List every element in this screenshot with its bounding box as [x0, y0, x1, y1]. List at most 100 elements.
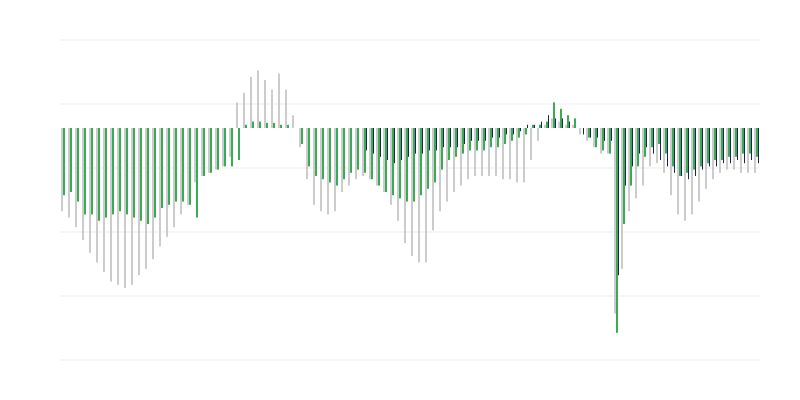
bar	[96, 128, 98, 263]
bar	[485, 128, 486, 141]
bar	[292, 115, 294, 128]
bar	[287, 124, 289, 128]
bar	[712, 128, 714, 180]
bar	[698, 128, 700, 202]
bar	[285, 89, 287, 128]
bar	[406, 128, 408, 202]
bar	[217, 128, 219, 170]
bar	[436, 128, 437, 151]
bar	[222, 128, 224, 167]
bar	[329, 128, 331, 183]
bar	[320, 128, 322, 212]
bar	[462, 128, 464, 154]
bar	[618, 128, 619, 276]
bar	[502, 128, 504, 180]
bar	[492, 128, 493, 138]
bar	[716, 128, 717, 167]
bar	[653, 128, 654, 154]
bar	[464, 128, 465, 144]
bar	[422, 128, 423, 154]
bar	[481, 128, 483, 176]
bar	[208, 128, 210, 173]
bar	[117, 128, 119, 285]
bar	[742, 128, 744, 154]
bar	[315, 128, 317, 176]
bar	[201, 128, 203, 176]
bar	[758, 128, 759, 164]
bar	[401, 128, 402, 160]
bar	[679, 128, 681, 176]
bar	[210, 128, 212, 173]
bar	[649, 128, 651, 167]
bar	[735, 128, 737, 157]
bar	[89, 128, 91, 253]
bar	[539, 124, 541, 128]
bar	[336, 128, 338, 186]
bar	[196, 128, 198, 218]
bar	[70, 128, 72, 192]
bar	[744, 128, 745, 164]
bar	[238, 128, 240, 160]
bar	[525, 128, 527, 135]
bar	[266, 122, 268, 128]
bar	[532, 124, 534, 128]
bar	[61, 128, 63, 212]
bar	[250, 76, 252, 128]
bar	[408, 128, 409, 157]
bar	[231, 128, 233, 167]
bar	[448, 128, 450, 160]
bar	[362, 128, 364, 176]
bar	[145, 128, 147, 269]
bar	[350, 128, 352, 173]
bar	[75, 128, 77, 228]
bar	[681, 128, 682, 176]
bar	[77, 128, 79, 202]
bar	[380, 128, 381, 157]
bar	[313, 128, 315, 205]
bar	[306, 128, 308, 180]
bar	[579, 128, 581, 135]
bar	[721, 128, 723, 160]
bar	[63, 128, 65, 196]
bar	[709, 128, 710, 167]
bar	[355, 128, 357, 180]
bar	[229, 128, 231, 157]
bar	[371, 128, 373, 180]
bar	[471, 128, 472, 141]
bar	[341, 128, 343, 192]
bar	[567, 115, 569, 128]
bar	[131, 128, 133, 285]
bar	[530, 128, 532, 160]
bar	[672, 128, 674, 167]
bar	[140, 128, 142, 221]
bar	[635, 128, 637, 199]
bar	[413, 128, 415, 202]
bar	[443, 128, 444, 148]
bar	[616, 128, 618, 333]
bar	[688, 128, 689, 180]
bar	[182, 128, 184, 202]
bar	[105, 128, 107, 218]
bar	[628, 128, 630, 212]
bar	[663, 128, 665, 173]
bar	[527, 124, 528, 128]
bar	[364, 128, 366, 173]
bar	[656, 128, 658, 164]
bar	[257, 70, 259, 128]
bar	[749, 128, 751, 154]
bar	[546, 121, 548, 128]
bar	[369, 128, 371, 180]
bar	[700, 128, 702, 167]
bar	[469, 128, 471, 151]
bar	[497, 128, 499, 148]
bar	[637, 128, 639, 167]
bar	[523, 128, 525, 183]
bar	[756, 128, 758, 157]
bar	[670, 128, 672, 196]
bar	[322, 128, 324, 180]
bar	[621, 128, 623, 269]
bar	[425, 128, 427, 263]
bar	[625, 128, 626, 186]
bar	[751, 128, 752, 160]
